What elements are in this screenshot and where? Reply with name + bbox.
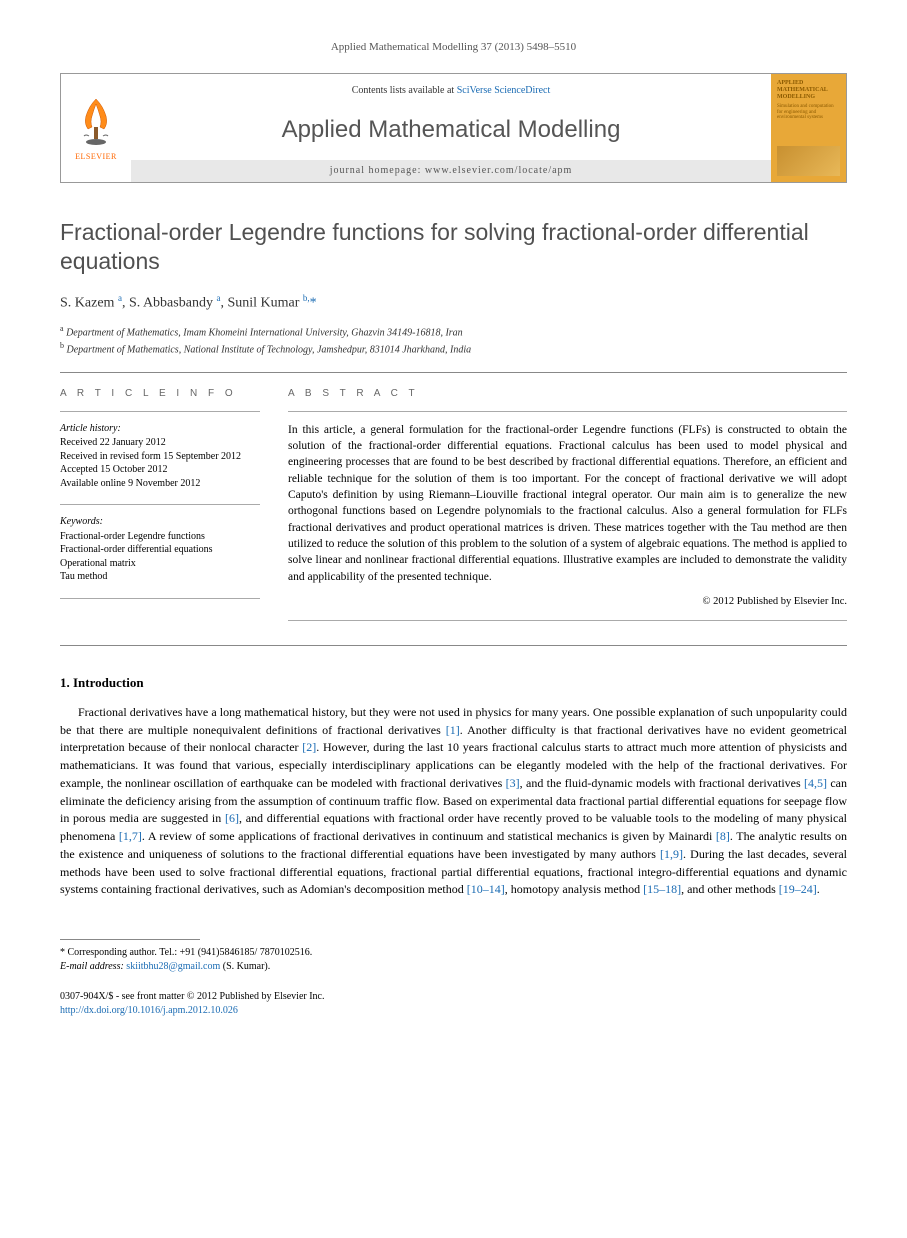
- divider: [60, 372, 847, 373]
- star-icon: *: [60, 947, 65, 958]
- section-1-body: Fractional derivatives have a long mathe…: [60, 704, 847, 899]
- citation-link[interactable]: [19–24]: [779, 882, 817, 896]
- doi-link[interactable]: http://dx.doi.org/10.1016/j.apm.2012.10.…: [60, 1005, 238, 1016]
- citation-link[interactable]: [1,9]: [660, 847, 683, 861]
- header-center: Contents lists available at SciVerse Sci…: [131, 74, 771, 182]
- accepted-date: Accepted 15 October 2012: [60, 463, 260, 477]
- corresponding-author-footnote: * Corresponding author. Tel.: +91 (941)5…: [60, 946, 847, 974]
- elsevier-tree-icon: [74, 94, 119, 149]
- corresp-text: Corresponding author. Tel.: +91 (941)584…: [68, 947, 313, 958]
- citation-link[interactable]: [2]: [302, 740, 316, 754]
- affiliation-b: b Department of Mathematics, National In…: [60, 340, 847, 357]
- citation-link[interactable]: [4,5]: [804, 776, 827, 790]
- sciencedirect-link[interactable]: SciVerse ScienceDirect: [457, 85, 551, 96]
- keywords-block: Keywords: Fractional-order Legendre func…: [60, 515, 260, 584]
- article-info-column: A R T I C L E I N F O Article history: R…: [60, 387, 260, 631]
- email-author-name: (S. Kumar).: [223, 961, 271, 972]
- footnote-rule: [60, 939, 200, 940]
- history-label: Article history:: [60, 422, 260, 436]
- cover-graphic: [777, 146, 840, 176]
- article-info-heading: A R T I C L E I N F O: [60, 387, 260, 401]
- email-label: E-mail address:: [60, 961, 124, 972]
- keyword: Tau method: [60, 570, 260, 584]
- homepage-line: journal homepage: www.elsevier.com/locat…: [131, 160, 771, 182]
- authors-line: S. Kazem a, S. Abbasbandy a, Sunil Kumar…: [60, 292, 847, 313]
- keywords-label: Keywords:: [60, 515, 260, 529]
- issn-line: 0307-904X/$ - see front matter © 2012 Pu…: [60, 990, 847, 1004]
- received-date: Received 22 January 2012: [60, 436, 260, 450]
- contents-prefix: Contents lists available at: [352, 85, 457, 96]
- contents-available-line: Contents lists available at SciVerse Sci…: [131, 84, 771, 98]
- divider: [60, 645, 847, 646]
- online-date: Available online 9 November 2012: [60, 477, 260, 491]
- citation-link[interactable]: [1,7]: [119, 829, 142, 843]
- revised-date: Received in revised form 15 September 20…: [60, 450, 260, 464]
- citation-link[interactable]: [3]: [506, 776, 520, 790]
- info-abstract-row: A R T I C L E I N F O Article history: R…: [60, 387, 847, 631]
- journal-reference: Applied Mathematical Modelling 37 (2013)…: [60, 40, 847, 55]
- journal-title: Applied Mathematical Modelling: [131, 113, 771, 147]
- citation-link[interactable]: [15–18]: [643, 882, 681, 896]
- abstract-text: In this article, a general formulation f…: [288, 422, 847, 585]
- email-link[interactable]: skiitbhu28@gmail.com: [126, 961, 220, 972]
- homepage-url: www.elsevier.com/locate/apm: [425, 165, 572, 176]
- affiliations: a Department of Mathematics, Imam Khomei…: [60, 323, 847, 358]
- article-title: Fractional-order Legendre functions for …: [60, 218, 847, 276]
- cover-title: APPLIED MATHEMATICAL MODELLING: [777, 80, 840, 100]
- abstract-column: A B S T R A C T In this article, a gener…: [288, 387, 847, 631]
- citation-link[interactable]: [1]: [446, 723, 460, 737]
- keyword: Fractional-order differential equations: [60, 543, 260, 557]
- elsevier-logo: ELSEVIER: [61, 74, 131, 182]
- homepage-prefix: journal homepage:: [330, 165, 425, 176]
- journal-cover-thumbnail: APPLIED MATHEMATICAL MODELLING Simulatio…: [771, 74, 846, 182]
- abstract-copyright: © 2012 Published by Elsevier Inc.: [288, 595, 847, 610]
- citation-link[interactable]: [10–14]: [467, 882, 505, 896]
- bottom-publication-info: 0307-904X/$ - see front matter © 2012 Pu…: [60, 990, 847, 1018]
- abstract-heading: A B S T R A C T: [288, 387, 847, 401]
- keyword: Fractional-order Legendre functions: [60, 530, 260, 544]
- journal-header: ELSEVIER Contents lists available at Sci…: [60, 73, 847, 183]
- keyword: Operational matrix: [60, 557, 260, 571]
- article-history: Article history: Received 22 January 201…: [60, 422, 260, 491]
- citation-link[interactable]: [8]: [716, 829, 730, 843]
- elsevier-brand-text: ELSEVIER: [75, 151, 117, 162]
- citation-link[interactable]: [6]: [225, 811, 239, 825]
- cover-subtitle: Simulation and computation for engineeri…: [777, 104, 840, 121]
- affiliation-a: a Department of Mathematics, Imam Khomei…: [60, 323, 847, 340]
- section-1-heading: 1. Introduction: [60, 674, 847, 692]
